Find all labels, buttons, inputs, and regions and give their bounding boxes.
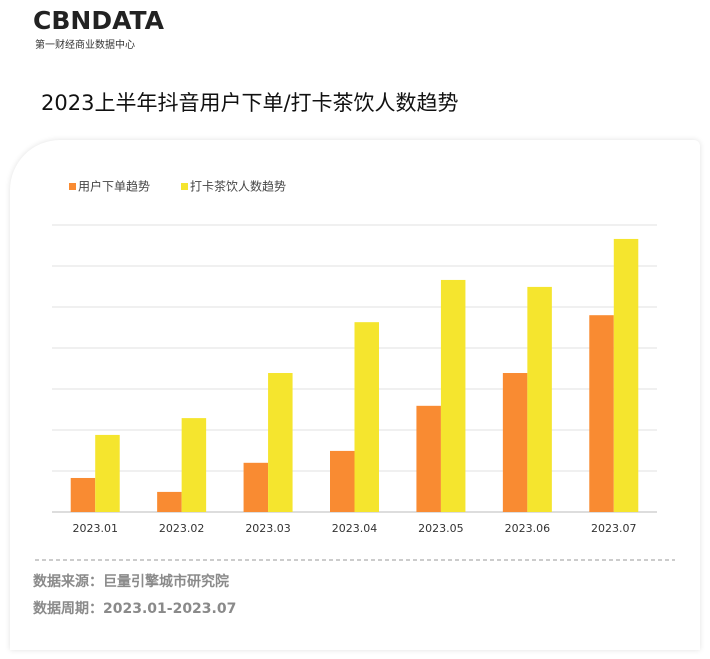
legend-label: 打卡茶饮人数趋势 <box>190 179 286 194</box>
bar <box>416 405 441 512</box>
bar <box>330 450 355 512</box>
bar <box>95 434 120 512</box>
x-tick-label: 2023.02 <box>159 522 205 535</box>
period: 数据周期：2023.01-2023.07 <box>33 600 236 617</box>
x-tick-label: 2023.01 <box>72 522 118 535</box>
bar <box>243 462 269 512</box>
bar <box>613 238 639 512</box>
bar <box>527 286 552 512</box>
x-tick-label: 2023.03 <box>245 522 291 535</box>
bar <box>440 279 466 512</box>
bar <box>268 373 293 512</box>
x-tick-label: 2023.05 <box>418 522 464 535</box>
legend-label: 用户下单趋势 <box>78 179 150 194</box>
brand-subtitle: 第一财经商业数据中心 <box>35 38 135 51</box>
source: 数据来源：巨量引擎城市研究院 <box>33 573 229 590</box>
bar <box>589 315 614 512</box>
x-tick-label: 2023.04 <box>332 522 378 535</box>
legend-swatch <box>69 183 76 190</box>
bar <box>181 418 207 512</box>
bar <box>502 373 528 512</box>
legend-swatch <box>181 183 188 190</box>
brand-logo: CBNDATA <box>33 6 165 35</box>
chart-title: 2023上半年抖音用户下单/打卡茶饮人数趋势 <box>41 91 459 115</box>
x-tick-label: 2023.07 <box>591 522 637 535</box>
bar <box>157 491 182 512</box>
bar <box>70 477 96 512</box>
bar <box>354 322 379 512</box>
x-tick-label: 2023.06 <box>505 522 551 535</box>
